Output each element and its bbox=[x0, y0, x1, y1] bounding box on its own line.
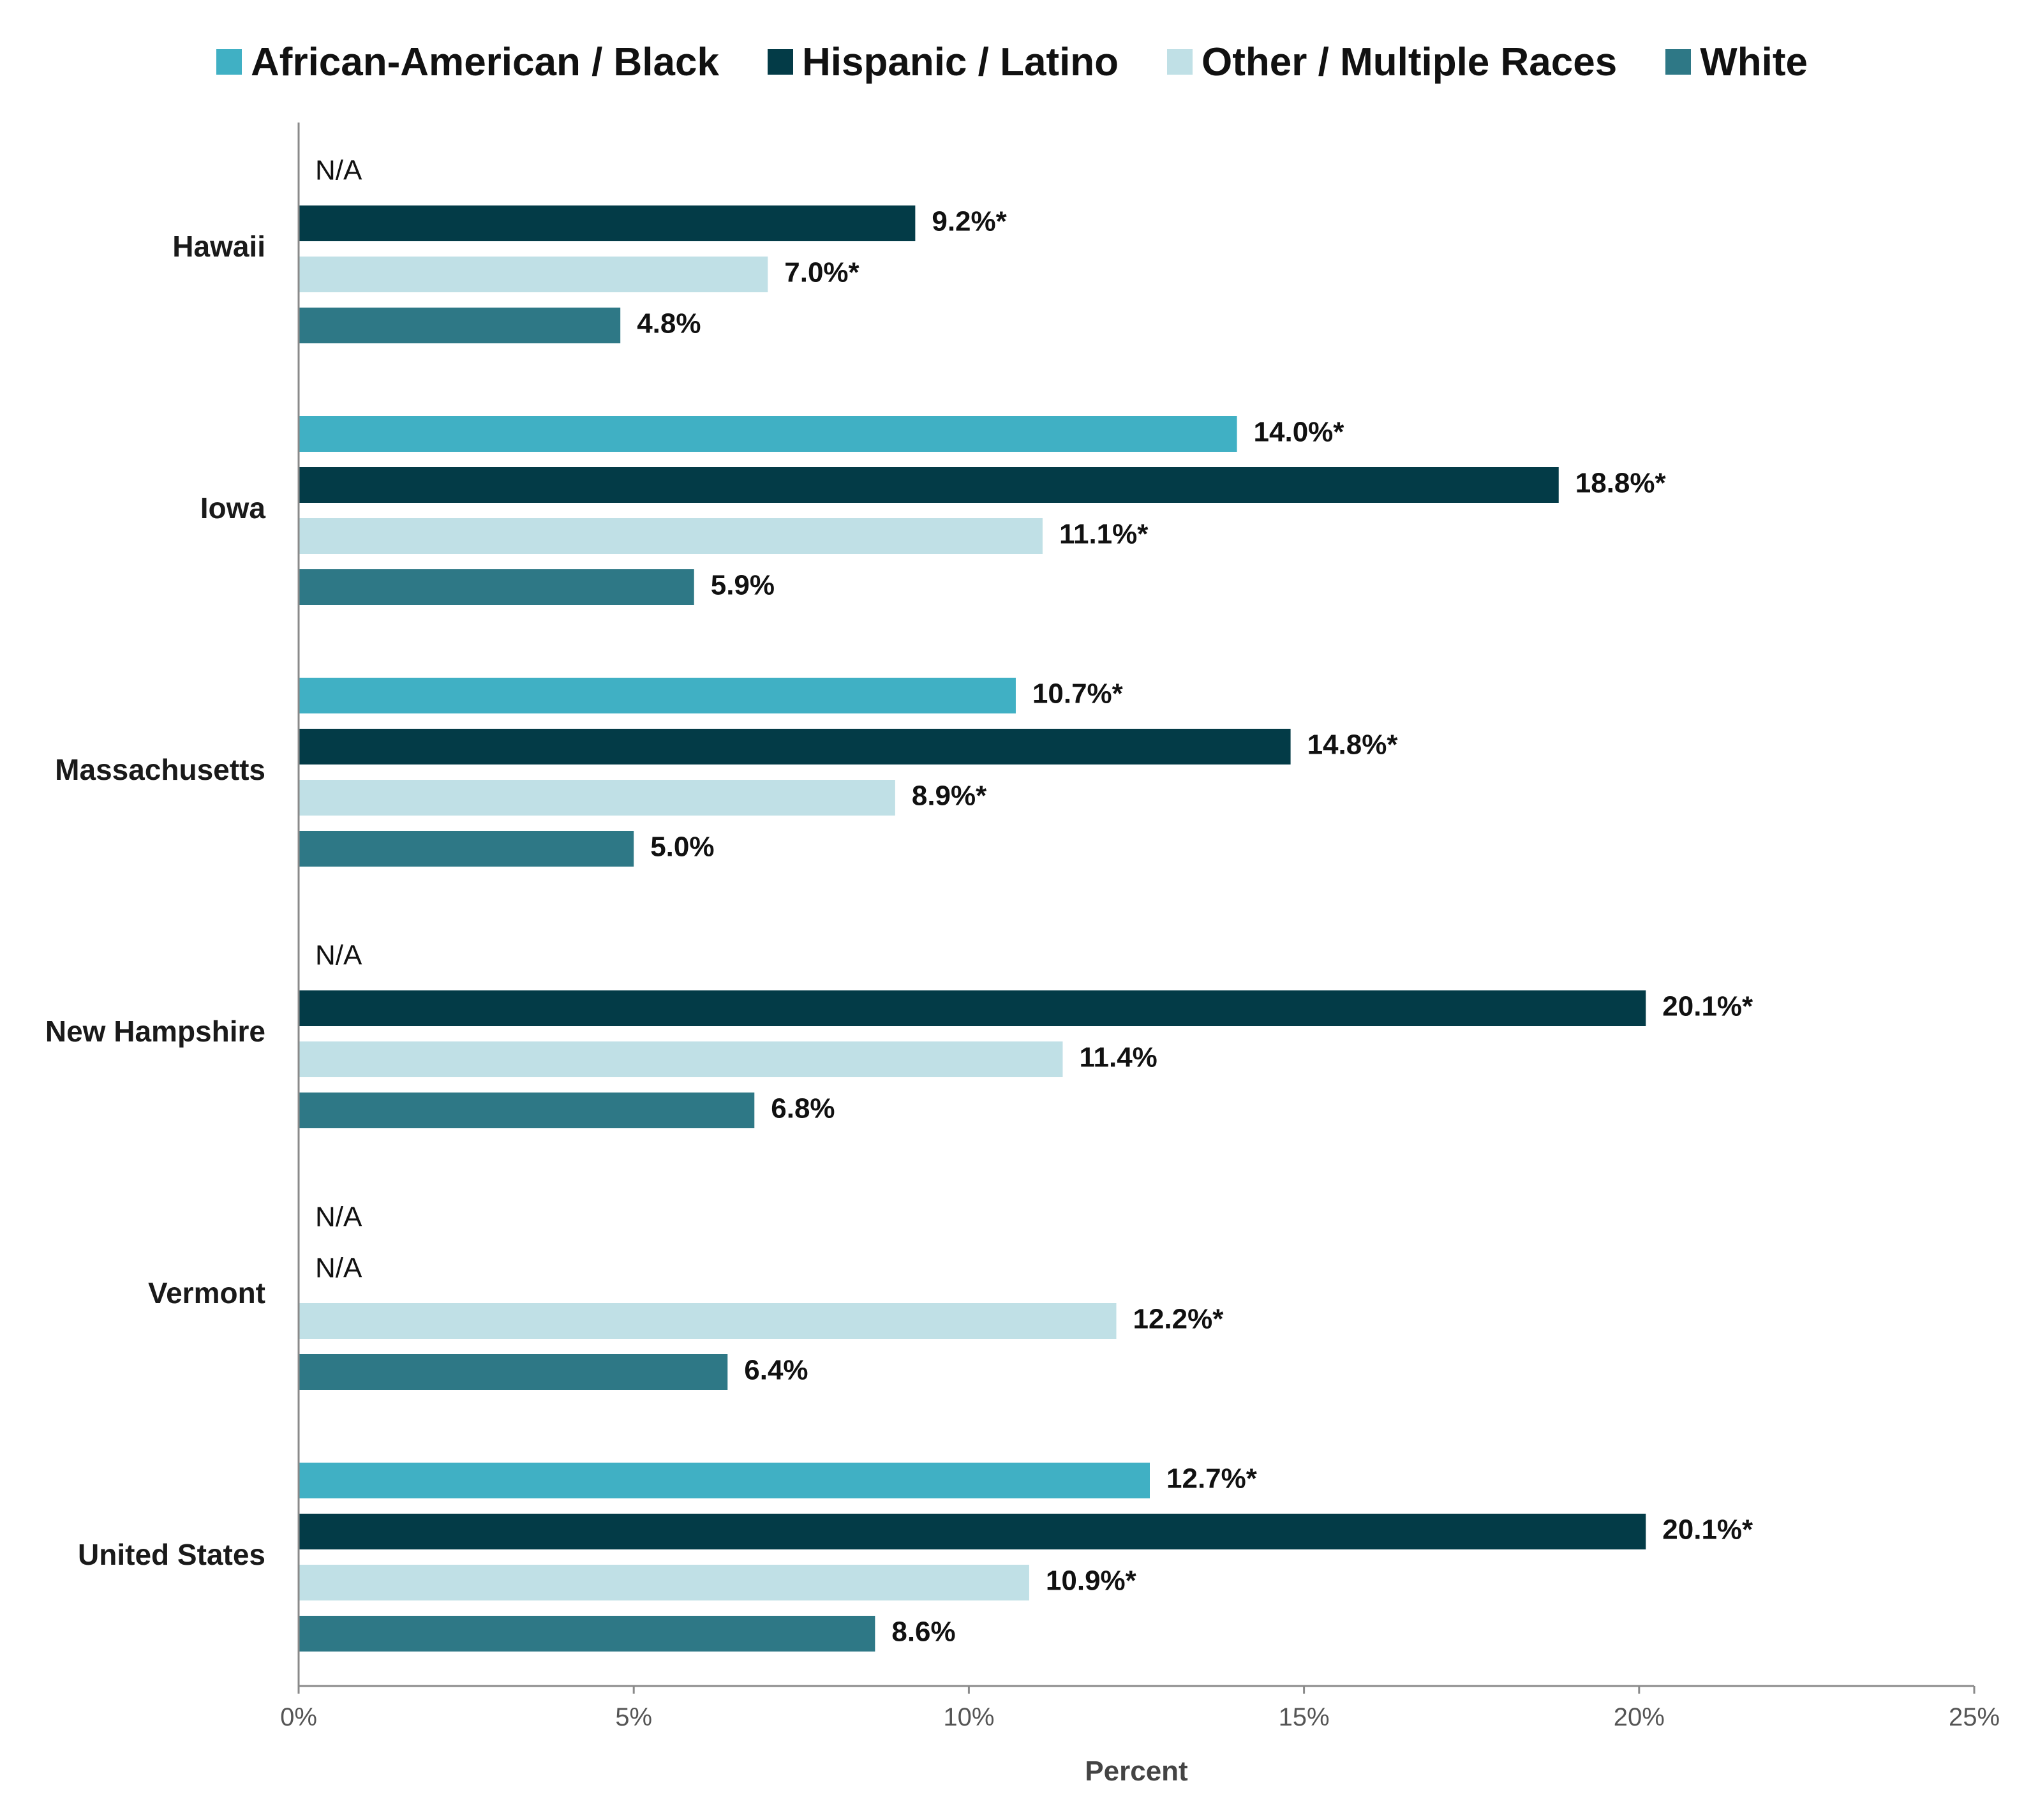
category-label-hawaii: Hawaii bbox=[172, 230, 265, 263]
bar-united-states-other-multiple-races bbox=[299, 1565, 1029, 1600]
legend-swatch-white bbox=[1665, 49, 1692, 75]
bar-united-states-white bbox=[299, 1616, 875, 1652]
bar-hawaii-white bbox=[299, 308, 621, 343]
bar-vermont-other-multiple-races bbox=[299, 1303, 1117, 1339]
legend-swatch-african-american bbox=[216, 49, 242, 75]
x-tick-label: 0% bbox=[280, 1703, 317, 1731]
value-label-massachusetts-hispanic-latino: 14.8%* bbox=[1307, 729, 1399, 761]
category-label-vermont: Vermont bbox=[148, 1276, 265, 1309]
bar-new-hampshire-white bbox=[299, 1093, 755, 1128]
value-label-united-states-african-american-black: 12.7%* bbox=[1166, 1463, 1258, 1495]
na-label-vermont-hispanic-latino: N/A bbox=[315, 1253, 362, 1284]
bar-united-states-hispanic-latino bbox=[299, 1514, 1646, 1549]
value-label-iowa-hispanic-latino: 18.8%* bbox=[1575, 468, 1667, 499]
bar-hawaii-other-multiple-races bbox=[299, 257, 768, 292]
bar-iowa-hispanic-latino bbox=[299, 467, 1559, 503]
legend-label-hispanic: Hispanic / Latino bbox=[801, 40, 1119, 84]
legend-item-white: White bbox=[1665, 40, 1808, 85]
x-tick-label: 5% bbox=[615, 1703, 652, 1731]
value-label-massachusetts-african-american-black: 10.7%* bbox=[1032, 678, 1124, 710]
bar-iowa-other-multiple-races bbox=[299, 518, 1043, 554]
value-label-new-hampshire-other-multiple-races: 11.4% bbox=[1079, 1042, 1157, 1073]
bar-massachusetts-hispanic-latino bbox=[299, 729, 1291, 765]
legend-label-other-multiple: Other / Multiple Races bbox=[1202, 40, 1618, 84]
value-label-iowa-white: 5.9% bbox=[711, 570, 775, 601]
bar-united-states-african-american-black bbox=[299, 1463, 1150, 1498]
value-label-massachusetts-white: 5.0% bbox=[650, 832, 714, 863]
bar-hawaii-hispanic-latino bbox=[299, 205, 916, 241]
category-label-iowa: Iowa bbox=[200, 491, 266, 525]
value-label-united-states-white: 8.6% bbox=[891, 1616, 955, 1648]
bars-layer bbox=[299, 205, 1646, 1652]
legend-item-other-multiple: Other / Multiple Races bbox=[1167, 40, 1617, 85]
legend-label-african-american: African-American / Black bbox=[251, 40, 719, 84]
x-tick-label: 25% bbox=[1949, 1703, 2000, 1731]
legend-swatch-other-multiple bbox=[1167, 49, 1193, 75]
category-label-united-states: United States bbox=[78, 1538, 265, 1571]
bar-new-hampshire-hispanic-latino bbox=[299, 990, 1646, 1026]
legend-item-african-american: African-American / Black bbox=[216, 40, 719, 85]
bar-new-hampshire-other-multiple-races bbox=[299, 1041, 1063, 1077]
category-label-massachusetts: Massachusetts bbox=[55, 753, 265, 786]
value-label-hawaii-hispanic-latino: 9.2%* bbox=[932, 206, 1007, 237]
bar-massachusetts-white bbox=[299, 831, 634, 867]
bar-massachusetts-other-multiple-races bbox=[299, 780, 895, 816]
value-label-united-states-other-multiple-races: 10.9%* bbox=[1046, 1565, 1137, 1597]
legend-swatch-hispanic bbox=[767, 49, 793, 75]
value-label-hawaii-white: 4.8% bbox=[637, 308, 701, 339]
value-label-iowa-african-american-black: 14.0%* bbox=[1254, 417, 1345, 448]
bar-vermont-white bbox=[299, 1354, 728, 1390]
value-label-united-states-hispanic-latino: 20.1%* bbox=[1662, 1514, 1753, 1546]
value-label-massachusetts-other-multiple-races: 8.9%* bbox=[912, 780, 987, 812]
value-label-vermont-other-multiple-races: 12.2%* bbox=[1133, 1304, 1224, 1335]
bar-iowa-african-american-black bbox=[299, 416, 1237, 452]
value-label-new-hampshire-hispanic-latino: 20.1%* bbox=[1662, 991, 1753, 1022]
x-tick-label: 10% bbox=[943, 1703, 994, 1731]
value-label-vermont-white: 6.4% bbox=[744, 1355, 808, 1386]
bar-iowa-white bbox=[299, 569, 694, 605]
x-axis-title: Percent bbox=[1085, 1756, 1188, 1787]
value-label-iowa-other-multiple-races: 11.1%* bbox=[1059, 519, 1149, 550]
category-label-new-hampshire: New Hampshire bbox=[45, 1015, 265, 1048]
legend-item-hispanic: Hispanic / Latino bbox=[767, 40, 1119, 85]
x-tick-label: 15% bbox=[1279, 1703, 1330, 1731]
bar-massachusetts-african-american-black bbox=[299, 678, 1016, 713]
na-label-new-hampshire-african-american-black: N/A bbox=[315, 940, 362, 971]
na-label-hawaii-african-american-black: N/A bbox=[315, 155, 362, 186]
value-label-hawaii-other-multiple-races: 7.0%* bbox=[784, 257, 859, 288]
axis-layer: 0% 5% 10% 15% 20% 25% Percent bbox=[280, 123, 2000, 1787]
legend-label-white: White bbox=[1700, 40, 1808, 84]
x-tick-label: 20% bbox=[1614, 1703, 1665, 1731]
chart-legend: African-American / Black Hispanic / Lati… bbox=[0, 33, 2024, 91]
labels-layer: Hawaii N/A 9.2%* 7.0%* 4.8% Iowa 14.0%* 18.8%* 1… bbox=[45, 155, 1753, 1648]
value-label-new-hampshire-white: 6.8% bbox=[771, 1093, 835, 1124]
na-label-vermont-african-american-black: N/A bbox=[315, 1202, 362, 1233]
